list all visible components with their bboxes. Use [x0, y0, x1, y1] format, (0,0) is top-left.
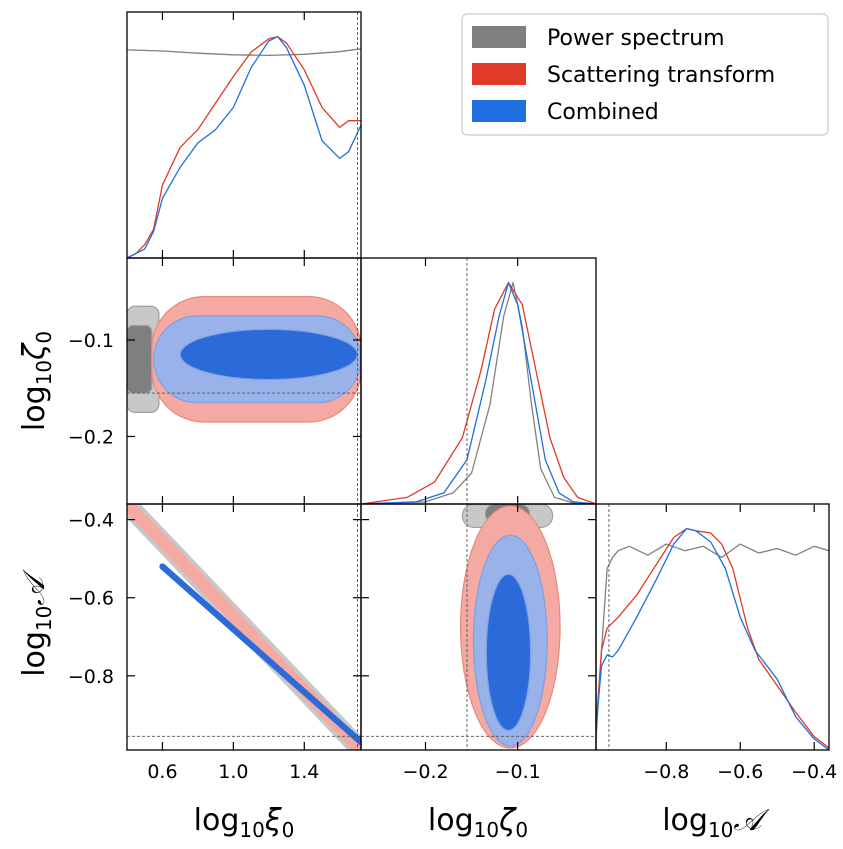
- x-tick-label-A: −0.4: [791, 761, 837, 783]
- marginal-zeta0-scattering-transform: [361, 281, 596, 504]
- x-tick-label-zeta0: −0.2: [402, 761, 448, 783]
- marginal-zeta0-power-spectrum: [361, 281, 596, 504]
- marginal-xi0-scattering-transform: [127, 35, 361, 258]
- contour-xi0-A-combined-1sigma: [159, 563, 361, 746]
- x-tick-label-A: −0.6: [717, 761, 763, 783]
- y-axis-title-A: log10𝒜: [17, 569, 56, 677]
- contour-zeta0-A-combined-1sigma: [485, 573, 532, 732]
- legend-swatch-combined: [472, 100, 526, 122]
- x-tick-label-xi0: 0.6: [147, 761, 177, 783]
- marginal-panel-A: [596, 527, 829, 750]
- legend: Power spectrum Scattering transform Combin…: [461, 13, 829, 136]
- legend-swatch-power-spectrum: [472, 26, 526, 48]
- legend-swatch-scattering-transform: [472, 63, 526, 85]
- y-tick-label-A: −0.6: [68, 588, 114, 610]
- legend-label-scattering-transform: Scattering transform: [547, 63, 775, 88]
- panel-frame-0-0: [126, 11, 362, 259]
- marginal-xi0-combined: [127, 35, 361, 258]
- marginal-panel-xi0: [127, 35, 361, 258]
- panel-frame-2-2: [595, 503, 830, 751]
- x-axis-title-xi0: log10ξ0: [194, 803, 295, 842]
- marginal-xi0-power-spectrum: [127, 48, 361, 57]
- contour-xi0-zeta0-combined-1sigma: [179, 328, 359, 381]
- legend-label-combined: Combined: [547, 100, 659, 125]
- y-tick-label-A: −0.4: [68, 510, 114, 532]
- x-tick-label-A: −0.8: [643, 761, 689, 783]
- marginal-zeta0-combined: [361, 281, 596, 504]
- y-axis-title-zeta0: log10ζ0: [17, 331, 56, 431]
- x-axis-title-A: log10𝒜: [662, 803, 770, 842]
- x-axis-title-zeta0: log10ζ0: [428, 803, 528, 842]
- marginal-A-combined: [596, 527, 829, 750]
- legend-box: [461, 13, 829, 136]
- y-tick-label-zeta0: −0.1: [68, 330, 114, 352]
- legend-label-power-spectrum: Power spectrum: [547, 26, 725, 51]
- y-tick-label-A: −0.8: [68, 666, 114, 688]
- x-tick-label-zeta0: −0.1: [495, 761, 541, 783]
- marginal-panel-zeta0: [361, 281, 596, 504]
- x-tick-label-xi0: 1.0: [218, 761, 248, 783]
- marginal-A-scattering-transform: [596, 527, 829, 749]
- x-tick-label-xi0: 1.4: [289, 761, 319, 783]
- marginal-A-power-spectrum: [596, 543, 829, 739]
- y-tick-label-zeta0: −0.2: [68, 426, 114, 448]
- contour-xi0-zeta0-power-spectrum-1sigma: [127, 324, 153, 394]
